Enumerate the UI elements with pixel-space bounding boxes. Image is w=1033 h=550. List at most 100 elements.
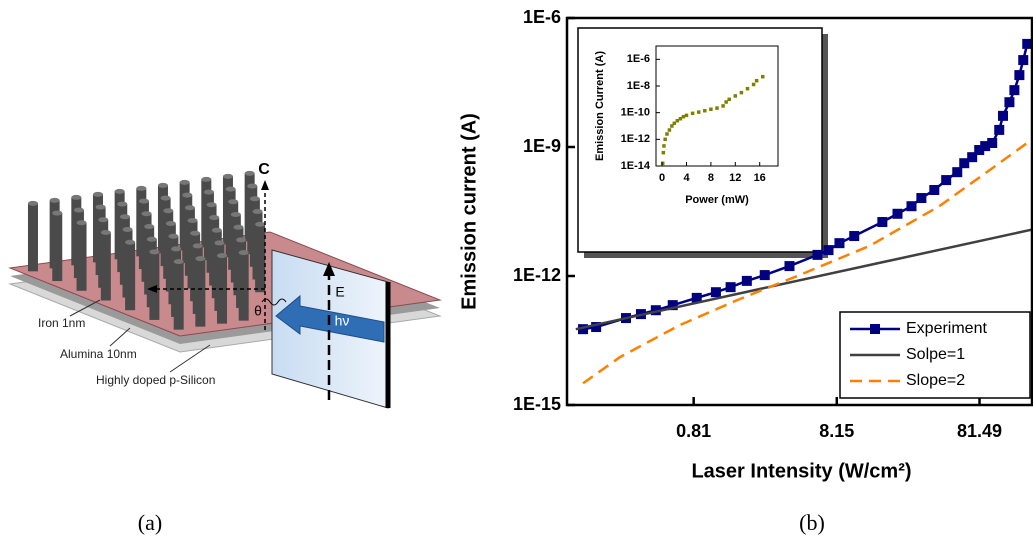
- marker: [1022, 38, 1032, 49]
- x-tick-label: 4: [683, 172, 690, 184]
- marker: [741, 275, 752, 286]
- x-tick-label: 16: [754, 172, 766, 184]
- marker: [906, 201, 917, 212]
- nanotube-top: [238, 250, 249, 256]
- nanotube-top: [230, 212, 241, 217]
- nanotube-top: [217, 253, 228, 259]
- nanotube-top: [201, 176, 212, 182]
- layer-label: Alumina 10nm: [60, 347, 137, 361]
- nanotube-top: [214, 240, 225, 246]
- nanotube-top: [160, 195, 171, 201]
- nanotube-top: [141, 211, 152, 217]
- marker: [733, 94, 738, 98]
- y-axis-label: Emission Current (A): [594, 51, 606, 161]
- plot-frame: [565, 16, 1033, 407]
- nanotube-top: [136, 185, 147, 191]
- nanotube: [125, 242, 136, 311]
- nanotube-top: [249, 196, 260, 202]
- marker: [761, 74, 765, 79]
- field-label: E: [335, 284, 344, 300]
- marker: [751, 82, 756, 87]
- marker: [578, 324, 589, 335]
- marker: [591, 322, 602, 333]
- pointer: [169, 344, 211, 373]
- y-tick-label: 1E-6: [523, 7, 561, 27]
- angle-label: θ: [254, 303, 262, 319]
- marker: [703, 108, 707, 113]
- nanotube-top: [187, 218, 198, 223]
- marker: [784, 261, 795, 272]
- marker: [959, 158, 970, 169]
- nanotube-top: [27, 200, 38, 206]
- marker: [665, 132, 669, 136]
- marker: [667, 300, 678, 311]
- series-line: [575, 228, 1032, 331]
- nanotube: [27, 203, 38, 272]
- series-line: [582, 138, 1032, 385]
- nanotube-top: [122, 227, 133, 232]
- marker: [724, 100, 728, 104]
- legend-label: Solpe=1: [906, 346, 965, 363]
- marker: [997, 110, 1008, 121]
- marker: [929, 185, 940, 195]
- nanotube: [238, 252, 249, 321]
- nanotube-top: [114, 188, 125, 194]
- nanotube-top: [52, 210, 63, 216]
- marker: [690, 111, 695, 116]
- marker: [1004, 97, 1015, 108]
- marker: [877, 217, 888, 228]
- marker: [681, 114, 686, 119]
- x-axis-label: Power (mW): [685, 194, 749, 206]
- marker: [672, 121, 677, 126]
- marker: [667, 128, 672, 132]
- y-axis-label: Emission current (A): [458, 113, 480, 310]
- field-arrow-head: [323, 262, 335, 276]
- marker: [662, 144, 666, 148]
- nanotube-top: [119, 214, 130, 220]
- nanotube-top: [49, 197, 60, 203]
- marker: [727, 97, 731, 102]
- nanotube-top: [157, 182, 168, 188]
- nanotube-top: [233, 224, 244, 230]
- y-tick-label: 1E-9: [523, 136, 561, 156]
- nanotube-top: [95, 204, 106, 210]
- marker: [759, 270, 770, 281]
- marker: [691, 292, 702, 303]
- marker: [916, 193, 927, 204]
- y-tick-label: 1E-15: [513, 394, 561, 414]
- nanotube: [52, 213, 63, 282]
- y-tick-label: 1E-8: [627, 80, 650, 92]
- x-tick-label: 0: [659, 172, 665, 184]
- marker: [1014, 70, 1025, 81]
- nanotube: [173, 261, 184, 330]
- y-tick-label: 1E-12: [513, 265, 561, 285]
- nanotube-top: [100, 230, 111, 235]
- caption: (b): [799, 510, 825, 535]
- nanotube-top: [236, 237, 247, 243]
- c-arrow-head: [261, 180, 269, 190]
- marker: [745, 86, 750, 91]
- nanotube-top: [149, 249, 160, 255]
- nanotube-top: [222, 173, 233, 179]
- marker: [823, 245, 834, 256]
- marker: [834, 238, 845, 249]
- layer-label: Iron 1nm: [38, 316, 85, 330]
- nanotube-top: [195, 256, 206, 262]
- x-tick-label: 8: [708, 172, 714, 184]
- nanotube-top: [206, 202, 217, 208]
- marker: [994, 124, 1005, 135]
- x-tick-label: 81.49: [957, 421, 1002, 441]
- nanotube-top: [165, 221, 176, 226]
- nanotube-top: [173, 259, 184, 265]
- marker: [709, 107, 713, 112]
- nanotube-top: [255, 221, 266, 227]
- nanotube-top: [138, 198, 149, 204]
- nanotube-top: [192, 243, 203, 249]
- nanotube-top: [163, 208, 174, 214]
- marker: [739, 90, 744, 95]
- x-tick-label: 12: [729, 172, 741, 184]
- marker: [660, 161, 665, 166]
- nanotube-top: [244, 170, 255, 176]
- nanotube-top: [92, 191, 103, 197]
